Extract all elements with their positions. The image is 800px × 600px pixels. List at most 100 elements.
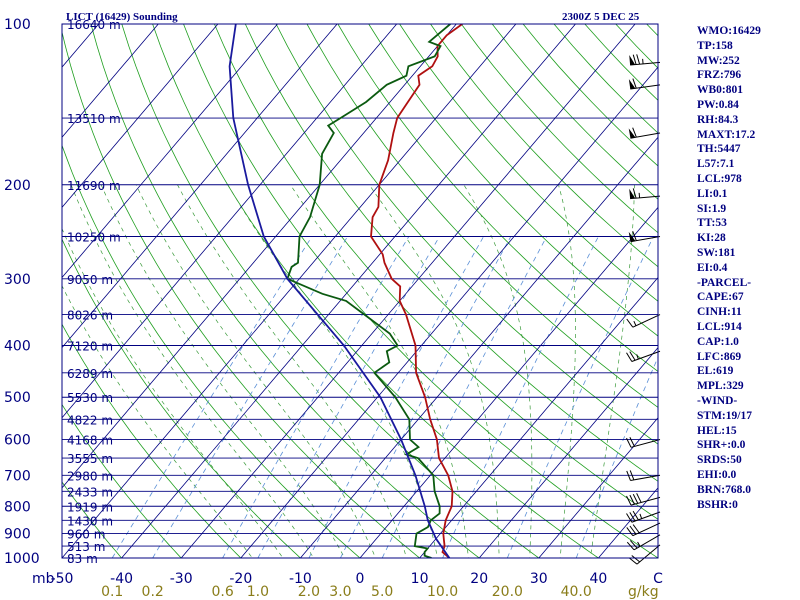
dry-adiabat-line <box>214 24 658 520</box>
dry-adiabat-line <box>62 238 301 558</box>
index-row: EI:0.4 <box>697 261 728 274</box>
index-row: LCL:914 <box>697 320 742 333</box>
pressure-label: 400 <box>4 339 31 355</box>
height-label: 3555 m <box>67 452 113 466</box>
mixing-ratio-unit-label: g/kg <box>628 584 659 600</box>
height-label: 8026 m <box>67 309 113 323</box>
isotherm-line <box>62 24 517 558</box>
mixing-ratio-label: 10.0 <box>427 584 458 600</box>
isotherm-line <box>62 24 219 209</box>
wind-barb-full <box>626 513 633 523</box>
wind-barb-full <box>626 352 633 362</box>
index-row: EL:619 <box>697 365 734 378</box>
index-row: BSHR:0 <box>697 498 738 511</box>
wind-barb-staff <box>632 522 661 537</box>
index-row: BRN:768.0 <box>697 483 751 496</box>
height-label: 2433 m <box>67 485 113 499</box>
wind-barb-flag <box>628 79 636 90</box>
height-label: 4168 m <box>67 434 113 448</box>
wind-barb <box>628 78 661 90</box>
height-label: 1919 m <box>67 500 113 514</box>
wind-barb-full <box>626 318 634 328</box>
mixing-ratio-label: 3.0 <box>329 584 351 600</box>
temperature-tick-label: 10 <box>411 571 429 587</box>
dry-adiabat-line <box>62 481 123 558</box>
dry-adiabat-line <box>183 24 658 558</box>
moist-adiabat-line <box>62 284 253 558</box>
wind-barb-full <box>626 470 631 481</box>
moist-adiabat-line <box>590 184 635 558</box>
wind-barb-full <box>629 351 636 361</box>
dry-adiabat-line <box>62 30 421 558</box>
height-label: 513 m <box>67 540 105 554</box>
wind-barb-staff <box>630 496 661 506</box>
wind-barb-half <box>633 320 637 326</box>
wind-barb-full <box>632 493 639 504</box>
dry-adiabat-line <box>275 24 658 445</box>
index-row: L57:7.1 <box>697 158 735 171</box>
dry-adiabat-line <box>368 24 658 337</box>
mixing-ratio-label: 0.6 <box>212 584 234 600</box>
pressure-label: 100 <box>4 17 31 33</box>
temperature-tick-label: -10 <box>289 571 312 587</box>
index-row: WB0:801 <box>697 84 743 97</box>
wind-barb-full <box>626 437 632 448</box>
isotherm-line <box>359 206 658 558</box>
index-row: TT:53 <box>697 217 727 230</box>
wind-barb-full <box>629 494 635 505</box>
temperature-tick-label: -40 <box>110 571 133 587</box>
mixing-ratio-label: 40.0 <box>561 584 592 600</box>
isotherm-line <box>478 347 658 558</box>
wind-barb <box>626 314 661 328</box>
mixing-ratio-line <box>381 236 548 558</box>
wind-barb-flag <box>629 55 636 65</box>
height-label: 6289 m <box>67 367 113 381</box>
moist-adiabat-line <box>135 184 376 558</box>
wind-barb-full <box>629 540 638 549</box>
wind-barb-full <box>629 512 636 522</box>
isotherm-line <box>240 66 658 558</box>
wind-barb-full <box>628 557 638 565</box>
moist-adiabat-line <box>227 184 438 558</box>
mixing-ratio-line <box>575 356 658 558</box>
index-row: KI:28 <box>697 232 726 245</box>
wind-barb <box>628 230 661 243</box>
isotherm-line <box>121 24 576 558</box>
index-row: MPL:329 <box>697 380 744 393</box>
dry-adiabat-line <box>337 24 658 372</box>
wind-barb-full <box>636 54 641 65</box>
index-row: EHI:0.0 <box>697 468 737 481</box>
wind-barb-half <box>639 513 643 519</box>
isotherm-line <box>62 24 398 419</box>
wind-barb-full <box>626 495 632 506</box>
moist-adiabat-line <box>290 184 469 558</box>
wind-barb-full <box>632 524 640 534</box>
mixing-ratio-label: 20.0 <box>492 584 523 600</box>
wind-barb-flag <box>628 231 636 242</box>
temperature-tick-label: C <box>653 571 663 587</box>
moist-adiabat-line <box>70 184 315 558</box>
mixing-ratio-label: 2.0 <box>298 584 320 600</box>
temperature-tick-label: 30 <box>530 571 548 587</box>
dry-adiabat-line <box>62 403 182 558</box>
stability-indices-panel: WMO:16429 TP:158 MW:252 FRZ:796 WB0:801 PW:0.… <box>697 24 800 512</box>
wind-barb <box>628 544 661 565</box>
wind-barb-full <box>632 54 637 65</box>
height-label: 960 m <box>67 528 105 542</box>
wind-barb-full <box>632 188 637 199</box>
pressure-label: 900 <box>4 527 31 543</box>
pressure-label: 800 <box>4 499 31 515</box>
background-lines <box>62 24 658 558</box>
mixing-ratio-line <box>152 236 348 558</box>
temperature-trace <box>370 24 463 558</box>
wind-barb-flag <box>629 188 636 199</box>
height-label: 9050 m <box>67 273 113 287</box>
temperature-tick-label: 0 <box>356 571 365 587</box>
moist-adiabat-line <box>368 184 500 558</box>
isobar-lines <box>62 23 658 559</box>
wind-barb-full <box>632 78 637 89</box>
wind-barb-staff <box>636 544 661 565</box>
wind-barb-staff <box>631 350 661 362</box>
wind-barb-full <box>629 437 635 447</box>
